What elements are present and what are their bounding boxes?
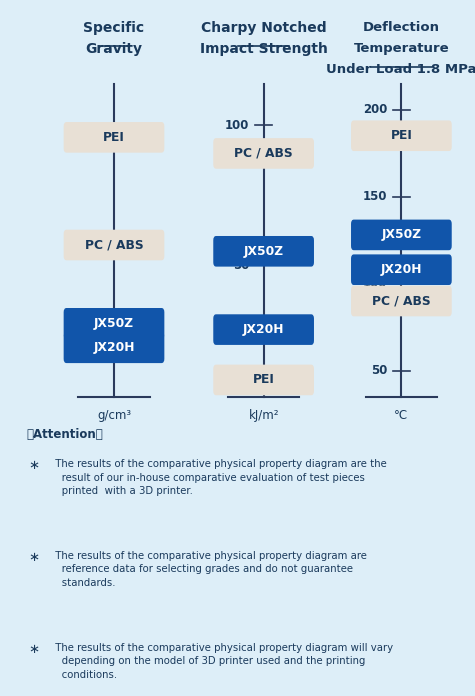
Text: The results of the comparative physical property diagram are the
   result of ou: The results of the comparative physical … xyxy=(52,459,387,496)
Text: JX20H: JX20H xyxy=(93,341,135,354)
Text: Impact Strength: Impact Strength xyxy=(200,42,328,56)
FancyBboxPatch shape xyxy=(64,230,164,260)
FancyBboxPatch shape xyxy=(64,333,164,363)
FancyBboxPatch shape xyxy=(351,254,452,285)
FancyBboxPatch shape xyxy=(213,236,314,267)
Text: 100: 100 xyxy=(363,277,387,290)
Text: 200: 200 xyxy=(363,103,387,116)
Text: PEI: PEI xyxy=(390,129,412,142)
Text: Gravity: Gravity xyxy=(86,42,142,56)
Text: °C: °C xyxy=(394,409,408,422)
Text: ∗: ∗ xyxy=(28,459,39,473)
FancyBboxPatch shape xyxy=(213,138,314,168)
Text: PC / ABS: PC / ABS xyxy=(372,294,431,308)
Text: Specific: Specific xyxy=(84,21,144,35)
Text: The results of the comparative physical property diagram are
   reference data f: The results of the comparative physical … xyxy=(52,551,367,587)
Text: 150: 150 xyxy=(362,190,387,203)
Text: Temperature: Temperature xyxy=(353,42,449,55)
Text: ∗: ∗ xyxy=(28,551,39,564)
Text: Deflection: Deflection xyxy=(363,21,440,34)
Text: PEI: PEI xyxy=(103,131,125,144)
Text: PC / ABS: PC / ABS xyxy=(85,239,143,251)
FancyBboxPatch shape xyxy=(351,120,452,151)
Text: PEI: PEI xyxy=(253,374,275,386)
Text: JX20H: JX20H xyxy=(243,323,285,336)
Text: The results of the comparative physical property diagram will vary
   depending : The results of the comparative physical … xyxy=(52,643,393,679)
FancyBboxPatch shape xyxy=(351,285,452,316)
FancyBboxPatch shape xyxy=(213,315,314,345)
Text: 50: 50 xyxy=(233,259,249,271)
Text: 100: 100 xyxy=(225,119,249,132)
FancyBboxPatch shape xyxy=(64,308,164,339)
FancyBboxPatch shape xyxy=(213,365,314,395)
Text: 1.10: 1.10 xyxy=(71,331,100,345)
Text: 1.20: 1.20 xyxy=(71,234,100,246)
Text: JX50Z: JX50Z xyxy=(381,228,421,242)
Text: kJ/m²: kJ/m² xyxy=(248,409,279,422)
Text: PC / ABS: PC / ABS xyxy=(234,147,293,160)
Text: JX50Z: JX50Z xyxy=(244,245,284,258)
Text: 1.30: 1.30 xyxy=(71,136,100,149)
Text: 50: 50 xyxy=(371,364,387,377)
Text: Under Load 1.8 MPa: Under Load 1.8 MPa xyxy=(326,63,475,76)
Text: Charpy Notched: Charpy Notched xyxy=(201,21,326,35)
Text: 10: 10 xyxy=(233,371,249,383)
Text: ∗: ∗ xyxy=(28,643,39,656)
Text: g/cm³: g/cm³ xyxy=(97,409,131,422)
Text: JX50Z: JX50Z xyxy=(94,317,134,330)
FancyBboxPatch shape xyxy=(351,219,452,250)
Text: 『Attention』: 『Attention』 xyxy=(26,428,103,441)
Text: JX20H: JX20H xyxy=(380,263,422,276)
FancyBboxPatch shape xyxy=(64,122,164,152)
